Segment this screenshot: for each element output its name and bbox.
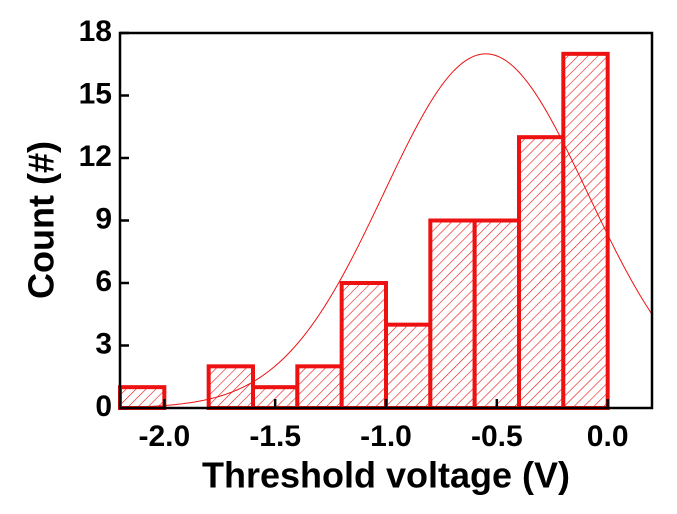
y-tick-label: 18 xyxy=(79,15,112,48)
bar xyxy=(118,385,167,410)
y-tick-label: 15 xyxy=(79,77,112,110)
bar xyxy=(384,322,433,410)
y-axis-title: Count (#) xyxy=(21,141,62,299)
y-tick-label: 12 xyxy=(79,140,112,173)
x-tick-label: 0.0 xyxy=(587,420,629,453)
fit-curve xyxy=(119,53,653,408)
bar xyxy=(206,364,256,411)
bar xyxy=(339,281,388,410)
x-tick-label: -1.5 xyxy=(249,420,301,453)
bar xyxy=(517,135,566,411)
y-tick-label: 6 xyxy=(95,265,112,298)
y-tick-label: 0 xyxy=(95,390,112,423)
bar xyxy=(428,218,477,410)
y-tick-label: 3 xyxy=(95,327,112,360)
bar xyxy=(472,218,521,410)
x-tick-label: -1.0 xyxy=(360,420,412,453)
x-axis-title: Threshold voltage (V) xyxy=(202,455,570,496)
y-tick-label: 9 xyxy=(95,202,112,235)
x-tick-label: -0.5 xyxy=(471,420,523,453)
bar xyxy=(295,364,344,411)
bar xyxy=(561,51,610,410)
x-tick-label: -2.0 xyxy=(138,420,190,453)
